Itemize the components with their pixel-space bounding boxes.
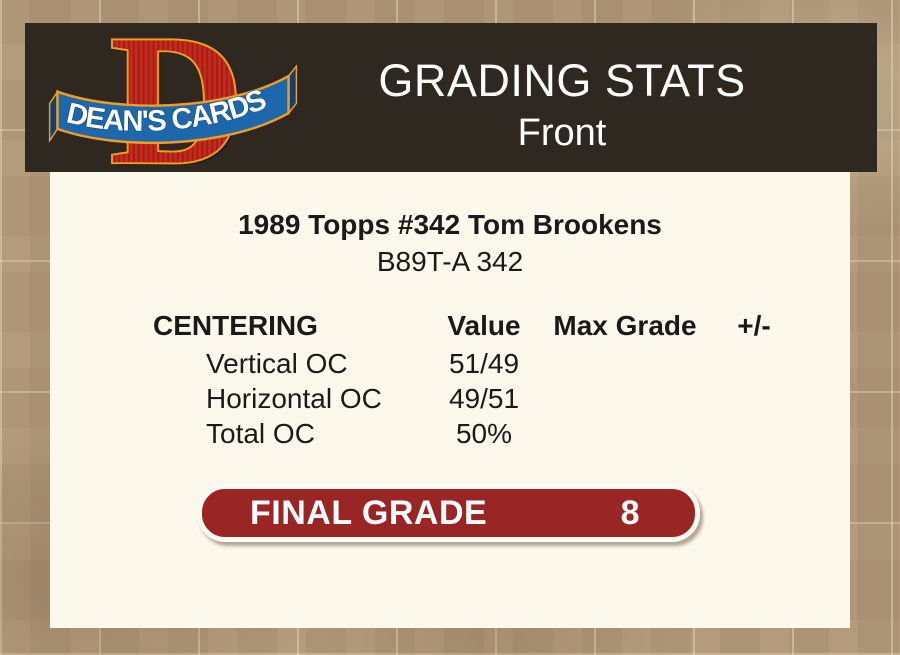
max-grade-cell xyxy=(535,346,715,381)
centering-stats-table: CENTERING Value Max Grade +/- Vertical O… xyxy=(153,310,793,451)
table-header-row: CENTERING Value Max Grade +/- xyxy=(153,310,793,346)
card-name: 1989 Topps #342 Tom Brookens xyxy=(238,209,662,240)
plus-minus-cell xyxy=(715,346,793,381)
card-code: B89T-A 342 xyxy=(376,246,524,277)
plus-minus-cell xyxy=(715,416,793,451)
column-header-plus-minus: +/- xyxy=(737,310,771,341)
plus-minus-cell xyxy=(715,381,793,416)
page-subtitle: Front xyxy=(517,112,607,154)
table-row: Total OC 50% xyxy=(153,416,793,451)
grading-report-panel: 1989 Topps #342 Tom Brookens B89T-A 342 … xyxy=(50,172,850,628)
final-grade-label: FINAL GRADE xyxy=(250,493,488,532)
value-cell: 49/51 xyxy=(448,382,520,414)
column-header-centering: CENTERING xyxy=(153,310,318,341)
max-grade-cell xyxy=(535,416,715,451)
final-grade-value: 8 xyxy=(620,493,640,532)
column-header-max-grade: Max Grade xyxy=(553,310,697,341)
row-label: Vertical OC xyxy=(206,347,348,379)
row-label: Horizontal OC xyxy=(206,382,382,414)
page-title-block: GRADING STATS Front xyxy=(275,55,849,155)
max-grade-cell xyxy=(535,381,715,416)
value-cell: 51/49 xyxy=(448,347,520,379)
deans-cards-logo: D D DEAN'S CARDS xyxy=(48,29,298,171)
final-grade-badge: FINAL GRADE 8 xyxy=(197,484,700,542)
column-header-value: Value xyxy=(447,310,521,341)
table-row: Horizontal OC 49/51 xyxy=(153,381,793,416)
header-banner: D D DEAN'S CARDS GRADING STATS Front xyxy=(25,23,877,172)
row-label: Total OC xyxy=(206,417,315,449)
value-cell: 50% xyxy=(455,417,513,449)
page-title: GRADING STATS xyxy=(378,55,746,106)
table-row: Vertical OC 51/49 xyxy=(153,346,793,381)
ribbon-band xyxy=(56,73,290,145)
